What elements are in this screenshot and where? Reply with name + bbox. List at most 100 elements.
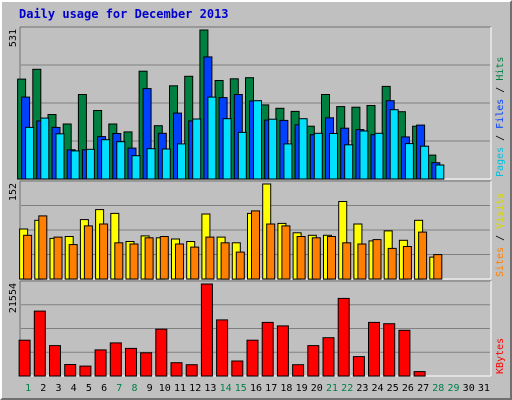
bar-kbytes [246,339,259,377]
bar-pages [146,148,156,180]
bar-pages [313,132,323,180]
x-tick-label: 4 [71,383,77,394]
legend-separator: / [495,229,506,247]
bar-sites [235,251,245,280]
legend-visits: Visits [495,193,506,229]
bar-sites [387,247,397,280]
visits_sites-ylabel: Sites / Visits [495,193,506,277]
x-tick-label: 2 [40,383,46,394]
x-tick-label: 21 [326,383,338,394]
x-tick-label: 23 [356,383,368,394]
x-tick-label: 6 [101,383,107,394]
bar-pages [268,118,278,180]
x-tick-label: 19 [296,383,308,394]
bar-pages [283,143,293,180]
x-tick-label: 17 [265,383,277,394]
bar-sites [433,254,443,280]
bar-sites [129,243,139,280]
bar-sites [266,223,276,280]
bar-pages [420,145,430,180]
bar-kbytes [170,362,183,377]
legend-sites: Sites [495,247,506,277]
bar-kbytes [216,319,229,377]
bar-pages [404,143,414,180]
bar-sites [190,246,200,280]
bar-pages [435,164,445,180]
bar-sites [23,234,33,280]
bar-kbytes [292,364,305,377]
kbytes-ylabel: KBytes [495,338,506,374]
bar-pages [222,118,232,180]
bar-kbytes [94,349,107,377]
bar-pages [116,141,126,180]
bar-pages [55,133,65,180]
bar-pages [374,132,384,180]
bar-kbytes [155,328,168,377]
legend-hits: Hits [495,57,506,81]
bar-pages [344,144,354,180]
bar-kbytes [33,310,46,377]
x-tick-label: 27 [417,383,429,394]
bar-kbytes [368,321,380,377]
bar-sites [175,243,184,280]
x-tick-label: 1 [25,383,31,394]
x-tick-label: 29 [447,383,459,394]
legend-pages: Pages [495,147,506,177]
x-tick-label: 28 [432,383,444,394]
bar-pages [161,148,171,180]
x-tick-label: 25 [387,383,399,394]
x-tick-label: 24 [371,383,383,394]
bar-pages [101,139,111,180]
bar-kbytes [383,323,396,377]
bar-pages [25,126,35,180]
bar-kbytes [79,365,92,377]
bar-sites [38,215,48,280]
x-tick-label: 3 [55,383,61,394]
legend-separator: / [495,129,506,147]
bar-sites [418,231,428,280]
bar-sites [296,236,306,280]
visits_sites-ymax-label: 152 [8,183,19,201]
hits_files_pages-ymax-label: 531 [8,29,19,47]
bar-pages [177,143,186,180]
bar-sites [205,236,215,280]
x-tick-label: 26 [402,383,414,394]
bar-sites [68,244,78,280]
legend-files: Files [495,99,506,129]
bar-pages [192,118,202,180]
bar-kbytes [261,321,274,377]
bar-sites [220,242,230,280]
bar-kbytes [231,360,244,377]
bar-pages [40,117,50,180]
bar-kbytes [185,364,198,377]
chart-title: Daily usage for December 2013 [19,7,229,21]
bar-sites [159,236,169,280]
bar-pages [298,118,308,180]
bar-sites [251,210,260,280]
bar-pages [253,100,262,180]
x-tick-label: 12 [189,383,201,394]
bar-kbytes [398,329,411,377]
bar-sites [357,243,367,280]
bar-sites [53,236,63,280]
x-tick-label: 15 [235,383,247,394]
x-tick-label: 30 [463,383,475,394]
hits_files_pages-ylabel: Pages / Files / Hits [495,57,506,177]
bar-pages [329,133,338,180]
bar-sites [144,237,154,280]
x-tick-label: 5 [86,383,92,394]
x-tick-label: 20 [311,383,323,394]
bar-pages [207,96,217,180]
bar-sites [311,237,321,280]
bar-sites [402,246,412,280]
bar-kbytes [109,342,122,377]
bar-pages [70,150,80,180]
bar-kbytes [337,297,350,377]
bar-pages [359,130,369,180]
bar-sites [372,239,382,280]
kbytes-ymax-label: 21554 [8,283,19,313]
bar-sites [99,223,109,280]
legend-separator: / [495,81,506,99]
x-tick-label: 11 [174,383,186,394]
